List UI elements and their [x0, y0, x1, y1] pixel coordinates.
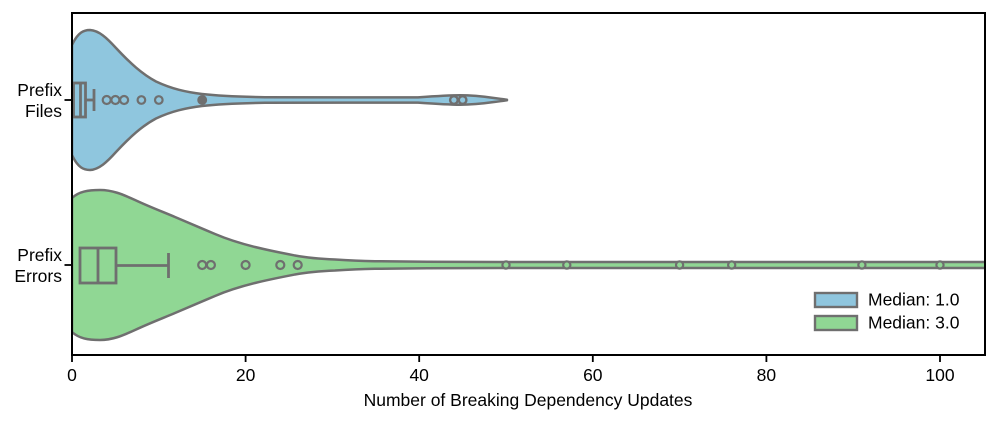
outlier-dot	[562, 260, 572, 270]
x-tick-label: 80	[757, 365, 777, 385]
violin-prefix-files	[72, 28, 509, 172]
plot-frame	[71, 12, 986, 356]
outlier-dot	[240, 259, 251, 271]
x-axis-title: Number of Breaking Dependency Updates	[364, 390, 693, 410]
outlier-dot	[205, 259, 216, 271]
x-tick-label: 60	[583, 365, 603, 385]
x-tick-label: 100	[925, 365, 954, 385]
y-axis-tick-labels: Prefix Files Prefix Errors	[14, 80, 62, 286]
outlier-dot	[118, 94, 130, 106]
outliers-prefix-errors	[197, 259, 945, 271]
x-axis-tick-labels: 0 20 40 60 80 100	[67, 365, 955, 385]
legend-label-median-1: Median: 1.0	[868, 290, 960, 310]
outlier-dot	[501, 260, 511, 270]
x-tick-label: 0	[67, 365, 77, 385]
outliers-prefix-files	[101, 94, 468, 106]
outlier-dot	[153, 95, 164, 105]
legend: Median: 1.0 Median: 3.0	[813, 290, 960, 333]
outlier-dot-filled	[197, 95, 208, 105]
boxplot-prefix-files	[72, 81, 96, 119]
outlier-dot	[674, 260, 685, 270]
x-tick-label: 40	[409, 365, 429, 385]
outlier-dot	[457, 94, 468, 105]
x-axis-ticks	[71, 355, 941, 362]
outlier-dot	[136, 95, 147, 105]
legend-label-median-3: Median: 3.0	[868, 313, 960, 333]
outlier-dot	[935, 260, 945, 270]
violin-prefix-errors	[72, 188, 985, 342]
legend-swatch-median-1	[813, 291, 859, 309]
outlier-dot	[275, 259, 286, 271]
y-tick-label-prefix-errors-line1: Prefix	[17, 245, 62, 265]
outlier-dot	[292, 259, 303, 271]
legend-swatch-median-3	[813, 314, 859, 332]
x-tick-label: 20	[236, 365, 256, 385]
y-axis-ticks	[64, 99, 72, 266]
y-tick-label-prefix-files-line1: Prefix	[17, 80, 62, 100]
outlier-dot	[857, 260, 867, 270]
y-tick-label-prefix-files-line2: Files	[25, 101, 62, 121]
y-tick-label-prefix-errors-line2: Errors	[14, 266, 62, 286]
boxplot-prefix-errors	[78, 246, 170, 285]
outlier-dot	[727, 260, 737, 270]
